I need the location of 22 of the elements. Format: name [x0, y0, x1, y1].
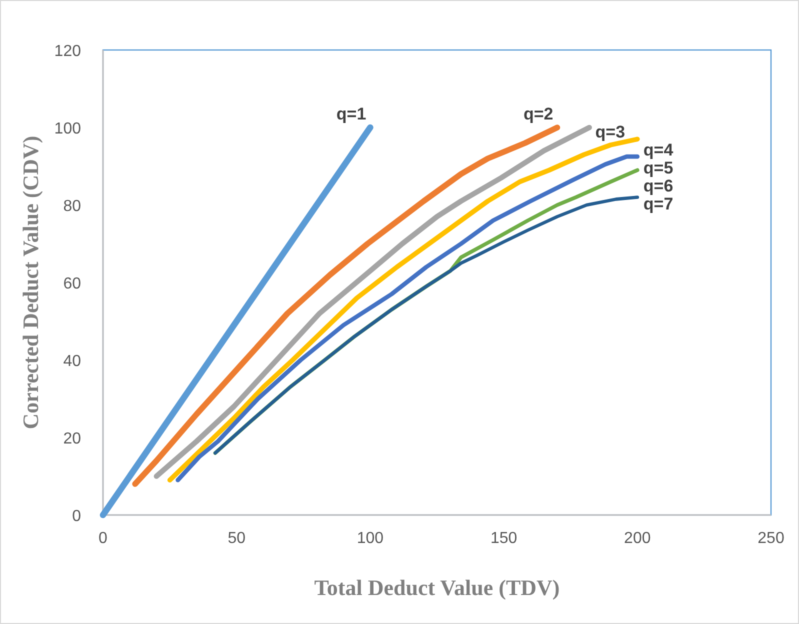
- y-axis-title: Corrected Deduct Value (CDV): [18, 136, 43, 430]
- series-label: q=7: [643, 194, 674, 214]
- y-tick-label: 0: [72, 508, 82, 525]
- y-tick-label: 100: [54, 120, 82, 138]
- series-label: q=5: [643, 158, 674, 178]
- y-tick-label: 80: [63, 198, 82, 215]
- x-tick-label: 150: [490, 530, 518, 547]
- x-tick-label: 0: [98, 530, 108, 547]
- x-axis-title: Total Deduct Value (TDV): [314, 575, 560, 600]
- x-tick-label: 200: [624, 530, 651, 547]
- series-label: q=6: [643, 176, 674, 196]
- series-label: q=1: [336, 104, 366, 124]
- x-tick-label: 50: [228, 530, 246, 547]
- x-tick-label: 250: [758, 530, 784, 547]
- y-tick-label: 20: [63, 430, 82, 448]
- y-tick-label: 120: [54, 43, 82, 60]
- y-tick-label: 40: [63, 353, 82, 370]
- series-label: q=2: [523, 104, 554, 124]
- x-tick-label: 100: [356, 530, 384, 547]
- series-label: q=3: [595, 122, 626, 142]
- series-label: q=4: [643, 140, 674, 160]
- y-tick-label: 60: [63, 276, 82, 292]
